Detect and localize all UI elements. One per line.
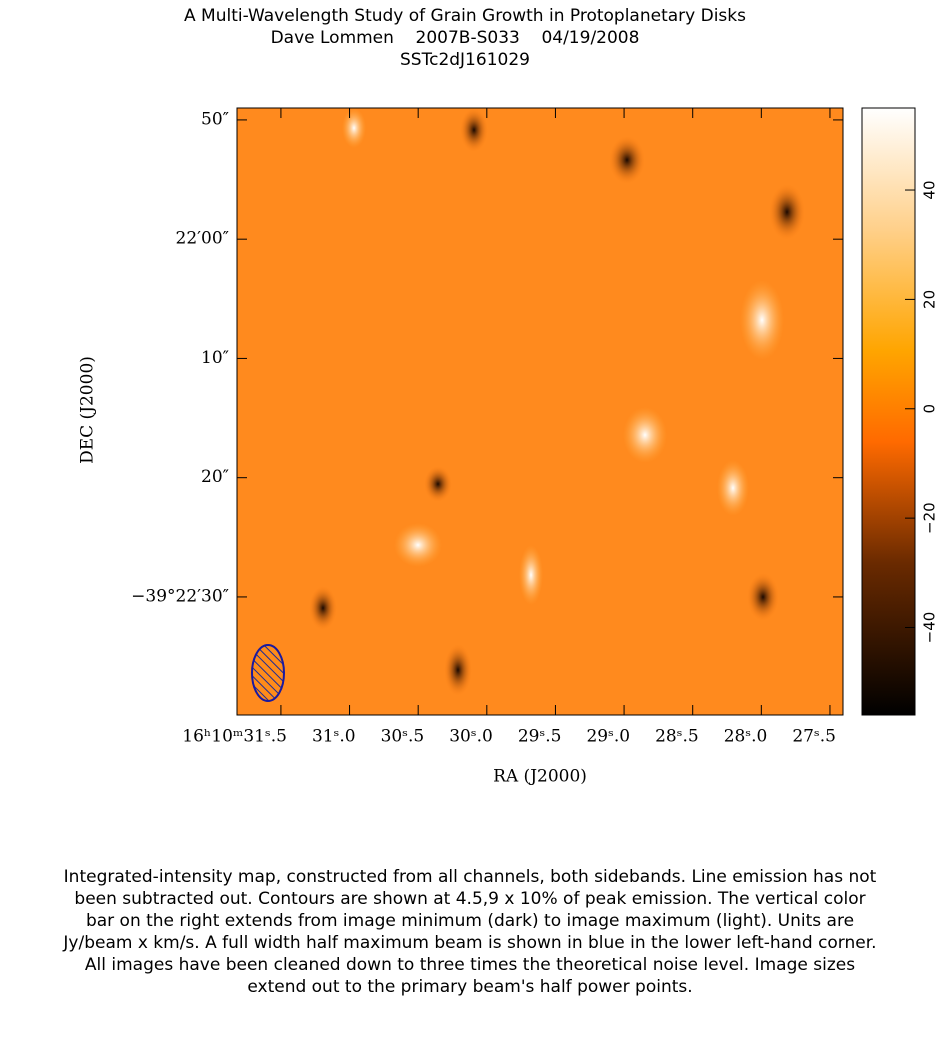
dark-blob: [609, 136, 645, 184]
x-tick-label: 27ˢ.5: [792, 727, 836, 747]
colorbar-tick-label: 20: [921, 290, 939, 309]
colorbar-tick-label: 0: [921, 404, 939, 414]
x-tick-label: 30ˢ.0: [449, 727, 493, 747]
colorbar-tick-label: 40: [921, 180, 939, 199]
chart: A Multi-Wavelength Study of Grain Growth…: [78, 6, 939, 787]
dark-blob: [769, 184, 805, 240]
x-tick-label: 30ˢ.5: [381, 727, 425, 747]
light-blob: [623, 407, 667, 463]
colorbar-tick-label: −40: [921, 612, 939, 644]
y-tick-label: 10″: [201, 348, 229, 368]
x-tick-label: 29ˢ.0: [586, 727, 630, 747]
x-tick-label: 31ˢ.0: [312, 727, 356, 747]
dark-blob: [309, 586, 337, 630]
y-axis-label: DEC (J2000): [78, 356, 98, 464]
x-axis-label: RA (J2000): [493, 767, 587, 787]
source: SSTc2dJ161029: [400, 50, 530, 70]
y-tick-label: 50″: [201, 109, 229, 129]
y-tick-label: 20″: [201, 467, 229, 487]
light-blob: [740, 280, 784, 360]
dark-blob: [444, 644, 472, 696]
dark-blob: [460, 108, 488, 152]
x-tick-label: 28ˢ.0: [724, 727, 768, 747]
x-tick-label: 16ʰ10ᵐ31ˢ.5: [182, 727, 287, 747]
beam: [251, 644, 285, 702]
dark-blob: [747, 573, 779, 621]
colorbar-tick-label: −20: [921, 502, 939, 534]
light-blob: [519, 545, 543, 605]
x-tick-label: 29ˢ.5: [518, 727, 562, 747]
light-blob: [394, 523, 442, 567]
map: [236, 107, 844, 716]
map-background: [237, 108, 843, 715]
caption: Integrated-intensity map, constructed fr…: [63, 867, 877, 997]
light-blob: [717, 460, 749, 516]
subtitle: Dave Lommen 2007B-S033 04/19/2008: [271, 28, 640, 48]
light-blob: [342, 108, 366, 148]
dark-blob: [424, 466, 452, 502]
y-tick-label: 22′00″: [176, 229, 229, 249]
plot-frame: [236, 107, 844, 716]
x-tick-label: 28ˢ.5: [655, 727, 699, 747]
y-tick-label: −39°22′30″: [131, 586, 229, 606]
colorbar: [861, 107, 916, 716]
title: A Multi-Wavelength Study of Grain Growth…: [184, 6, 746, 26]
